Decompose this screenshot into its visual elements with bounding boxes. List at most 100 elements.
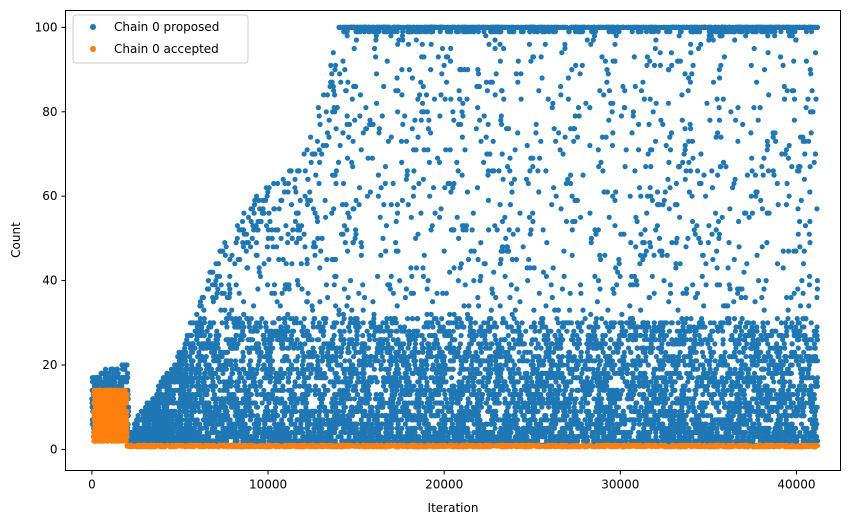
proposed-point: [213, 261, 219, 267]
proposed-point: [545, 337, 551, 343]
proposed-point: [613, 189, 619, 195]
proposed-point: [450, 349, 456, 355]
proposed-point: [526, 41, 533, 47]
proposed-point: [682, 71, 688, 77]
proposed-point: [492, 92, 498, 98]
proposed-point: [228, 362, 234, 368]
proposed-point: [493, 408, 499, 414]
proposed-point: [440, 290, 446, 296]
proposed-point: [712, 341, 718, 347]
proposed-point: [745, 383, 751, 389]
proposed-point: [421, 337, 427, 343]
proposed-point: [660, 404, 666, 410]
proposed-point: [331, 282, 337, 288]
proposed-point: [292, 185, 298, 191]
proposed-point: [394, 328, 400, 334]
proposed-point: [713, 227, 719, 233]
proposed-point: [781, 96, 788, 102]
proposed-point: [795, 391, 801, 398]
proposed-point: [438, 206, 444, 212]
proposed-point: [764, 404, 770, 410]
proposed-point: [746, 400, 753, 406]
proposed-point: [686, 375, 692, 381]
proposed-point: [360, 282, 366, 288]
proposed-point: [356, 358, 362, 364]
proposed-point: [727, 286, 733, 292]
proposed-point: [572, 218, 578, 225]
proposed-point: [749, 210, 756, 216]
proposed-point: [292, 218, 298, 225]
proposed-point: [608, 337, 614, 343]
proposed-point: [378, 366, 384, 372]
proposed-point: [580, 172, 586, 178]
proposed-point: [296, 168, 302, 174]
proposed-point: [676, 354, 682, 360]
proposed-point: [440, 358, 446, 364]
proposed-point: [367, 358, 373, 364]
proposed-point: [668, 50, 675, 56]
proposed-point: [438, 92, 444, 98]
proposed-point: [257, 273, 264, 279]
proposed-point: [719, 375, 725, 381]
proposed-point: [416, 180, 422, 187]
proposed-point: [808, 29, 815, 35]
proposed-point: [515, 366, 522, 372]
proposed-point: [654, 202, 661, 208]
proposed-point: [617, 366, 623, 372]
proposed-point: [790, 391, 797, 398]
proposed-point: [304, 202, 310, 208]
proposed-point: [667, 185, 673, 191]
proposed-point: [337, 71, 343, 77]
proposed-point: [196, 408, 203, 414]
proposed-point: [680, 159, 686, 165]
proposed-point: [749, 168, 755, 174]
proposed-point: [673, 265, 679, 271]
proposed-point: [377, 328, 383, 334]
proposed-point: [285, 375, 292, 381]
proposed-point: [534, 370, 541, 376]
proposed-point: [726, 282, 732, 288]
proposed-point: [406, 354, 412, 360]
proposed-point: [687, 328, 693, 334]
proposed-point: [667, 134, 673, 140]
proposed-point: [485, 197, 491, 203]
proposed-point: [540, 269, 547, 275]
proposed-point: [577, 71, 583, 77]
proposed-point: [754, 400, 760, 406]
proposed-point: [758, 396, 764, 402]
proposed-point: [612, 41, 618, 47]
proposed-point: [228, 383, 234, 389]
proposed-point: [349, 413, 355, 419]
proposed-point: [194, 311, 200, 317]
proposed-point: [673, 261, 679, 267]
proposed-point: [673, 366, 679, 372]
proposed-point: [477, 362, 483, 368]
proposed-point: [300, 400, 306, 406]
proposed-point: [802, 223, 809, 229]
proposed-point: [410, 193, 416, 199]
proposed-point: [248, 316, 254, 322]
proposed-point: [229, 252, 235, 258]
proposed-point: [663, 383, 669, 389]
proposed-point: [751, 45, 757, 52]
proposed-point: [481, 113, 487, 119]
proposed-point: [500, 176, 506, 182]
proposed-point: [749, 345, 755, 351]
proposed-point: [445, 54, 451, 60]
proposed-point: [304, 261, 310, 267]
proposed-point: [349, 307, 355, 313]
proposed-point: [803, 29, 810, 35]
proposed-point: [564, 362, 570, 368]
proposed-point: [553, 370, 559, 376]
proposed-point: [786, 142, 792, 149]
proposed-point: [441, 248, 447, 254]
proposed-point: [394, 425, 400, 431]
proposed-point: [714, 96, 720, 102]
proposed-point: [687, 79, 694, 85]
proposed-point: [249, 235, 255, 241]
proposed-point: [785, 316, 791, 322]
proposed-point: [492, 320, 498, 326]
proposed-point: [765, 387, 772, 393]
proposed-point: [426, 332, 432, 339]
proposed-point: [466, 408, 472, 414]
